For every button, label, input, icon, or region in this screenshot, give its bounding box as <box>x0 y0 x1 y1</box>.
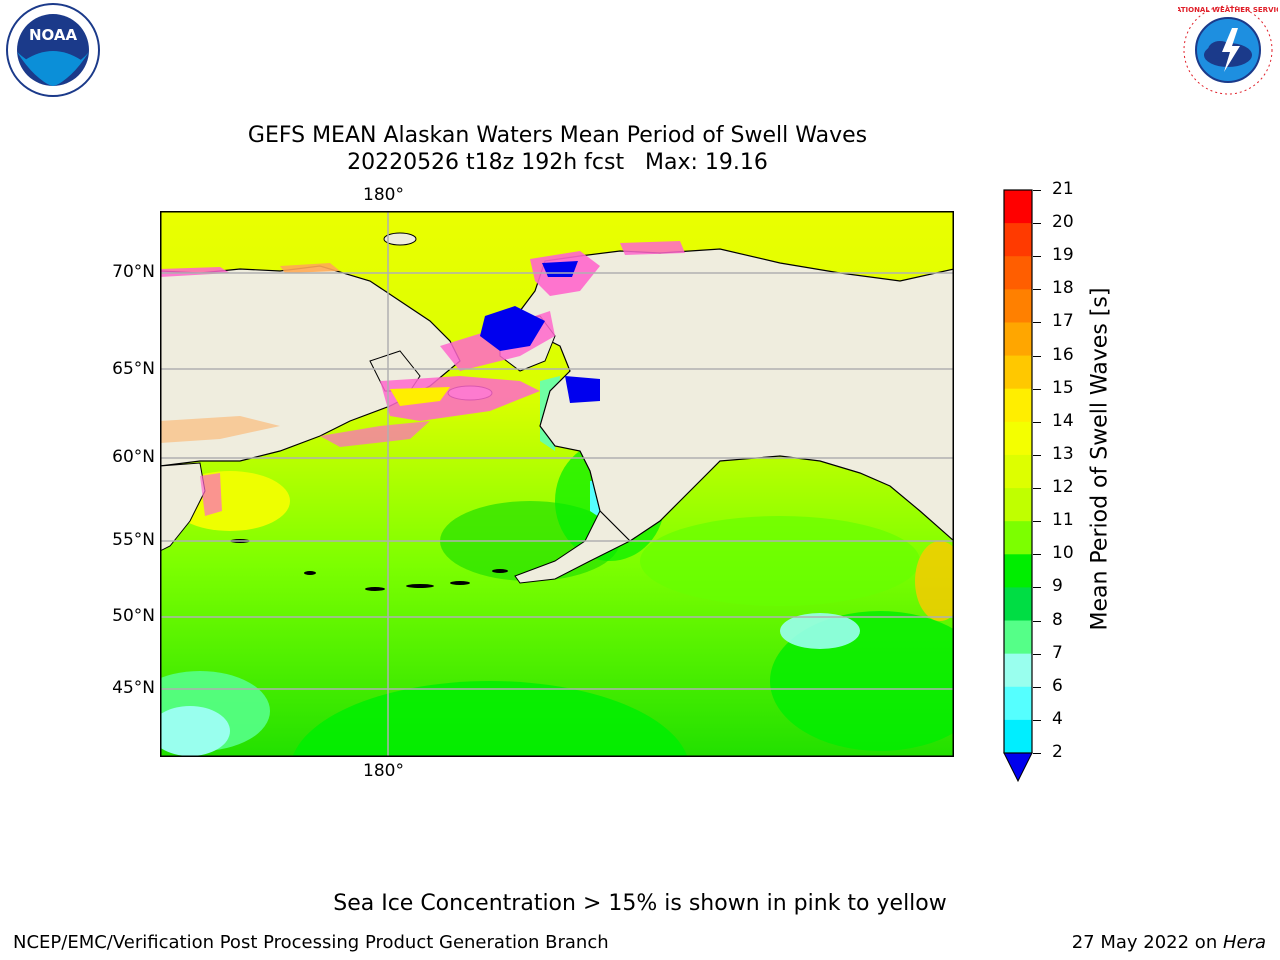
colorbar-tick-label: 16 <box>1052 344 1074 365</box>
colorbar-segment <box>1004 686 1032 721</box>
colorbar-tick-mark <box>1033 653 1041 655</box>
nws-logo-text: NATIONAL WEATHER SERVICE <box>1178 6 1278 14</box>
colorbar-segment <box>1004 653 1032 688</box>
colorbar-svg <box>1003 189 1033 783</box>
land-alaska <box>519 248 954 542</box>
footer-date-text: 27 May 2022 on <box>1071 932 1223 953</box>
swell-patch <box>160 706 230 756</box>
colorbar-tick-mark <box>1033 190 1041 191</box>
colorbar-segment <box>1004 322 1032 357</box>
map-svg <box>160 211 954 757</box>
swell-patch <box>915 541 954 621</box>
lon-label-top: 180° <box>363 185 404 205</box>
colorbar-tick-mark <box>1033 421 1041 423</box>
colorbar-segment <box>1004 355 1032 390</box>
colorbar-tick-label: 7 <box>1052 642 1063 663</box>
colorbar-tick-mark <box>1033 355 1041 357</box>
colorbar-segment <box>1004 620 1032 655</box>
colorbar-tick-label: 14 <box>1052 410 1074 431</box>
colorbar-tick-label: 4 <box>1052 708 1063 729</box>
colorbar-extend-arrow <box>1003 752 1033 783</box>
lat-label-45: 45°N <box>112 678 155 698</box>
lat-label-50: 50°N <box>112 606 155 626</box>
colorbar-segment <box>1004 223 1032 257</box>
colorbar-segment <box>1004 454 1032 489</box>
colorbar-segment <box>1004 190 1032 224</box>
colorbar-segment <box>1004 488 1032 522</box>
footer-date: 27 May 2022 on Hera <box>1072 932 1266 953</box>
lat-label-60: 60°N <box>112 447 155 467</box>
footer-host: Hera <box>1222 932 1266 953</box>
colorbar-tick-label: 9 <box>1052 576 1063 597</box>
sea-ice-note: Sea Ice Concentration > 15% is shown in … <box>333 891 947 916</box>
colorbar-tick-mark <box>1033 587 1041 589</box>
lat-label-65: 65°N <box>112 359 155 379</box>
colorbar-segment <box>1004 289 1032 323</box>
colorbar-tick-label: 21 <box>1052 179 1074 199</box>
swell-patch <box>780 613 860 649</box>
colorbar-tick-label: 20 <box>1052 212 1074 233</box>
colorbar-segment <box>1004 421 1032 456</box>
colorbar-segment <box>1004 587 1032 622</box>
colorbar-segment <box>1004 388 1032 423</box>
colorbar-tick-label: 6 <box>1052 675 1063 696</box>
lat-label-70: 70°N <box>112 262 155 282</box>
colorbar-tick-label: 12 <box>1052 477 1074 498</box>
map-title-line1: GEFS MEAN Alaskan Waters Mean Period of … <box>247 123 868 148</box>
colorbar-tick-label: 2 <box>1052 742 1063 762</box>
colorbar-tick-label: 13 <box>1052 443 1074 464</box>
colorbar-tick-mark <box>1033 454 1041 456</box>
map-panel <box>160 211 954 757</box>
colorbar-tick-label: 19 <box>1052 245 1074 266</box>
colorbar-tick-label: 18 <box>1052 278 1074 299</box>
wrangel-island <box>383 232 417 246</box>
colorbar-segment <box>1004 256 1032 290</box>
colorbar-tick-mark <box>1033 322 1041 324</box>
colorbar-tick-label: 17 <box>1052 311 1074 332</box>
noaa-logo-text: NOAA <box>29 26 78 44</box>
graticule <box>160 211 954 757</box>
colorbar-tick-mark <box>1033 256 1041 258</box>
colorbar-tick-label: 15 <box>1052 377 1074 398</box>
colorbar-segment <box>1004 719 1032 754</box>
colorbar-title: Mean Period of Swell Waves [s] <box>1087 287 1113 631</box>
footer-branch: NCEP/EMC/Verification Post Processing Pr… <box>13 932 609 953</box>
colorbar-tick-mark <box>1033 521 1041 523</box>
colorbar-tick-mark <box>1033 620 1041 622</box>
lat-label-55: 55°N <box>112 530 155 550</box>
colorbar-border <box>1003 189 1033 754</box>
colorbar-tick-mark <box>1033 289 1041 291</box>
nws-logo: NATIONAL WEATHER SERVICE <box>1170 0 1280 100</box>
colorbar-tick-mark <box>1033 719 1041 721</box>
noaa-logo: NOAA <box>5 2 101 98</box>
colorbar-tick-mark <box>1033 488 1041 490</box>
land-kamchatka <box>160 462 206 552</box>
map-title-line2: 20220526 t18z 192h fcst Max: 19.16 <box>347 150 768 175</box>
swell-patch <box>292 681 688 757</box>
land-alaska-peninsula <box>514 510 631 584</box>
colorbar-segment <box>1004 554 1032 588</box>
colorbar-tick-label: 11 <box>1052 510 1074 531</box>
colorbar-segment <box>1004 521 1032 555</box>
colorbar-tick-mark <box>1033 223 1041 225</box>
colorbar-tick-mark <box>1033 388 1041 390</box>
colorbar-tick-mark <box>1033 686 1041 688</box>
swell-patch <box>640 516 920 606</box>
colorbar-tick-mark <box>1033 554 1041 556</box>
colorbar-tick-label: 10 <box>1052 543 1074 564</box>
lon-label-bottom: 180° <box>363 761 404 781</box>
colorbar <box>1003 189 1033 783</box>
colorbar-tick-label: 8 <box>1052 609 1063 630</box>
colorbar-tick-mark <box>1033 753 1041 754</box>
